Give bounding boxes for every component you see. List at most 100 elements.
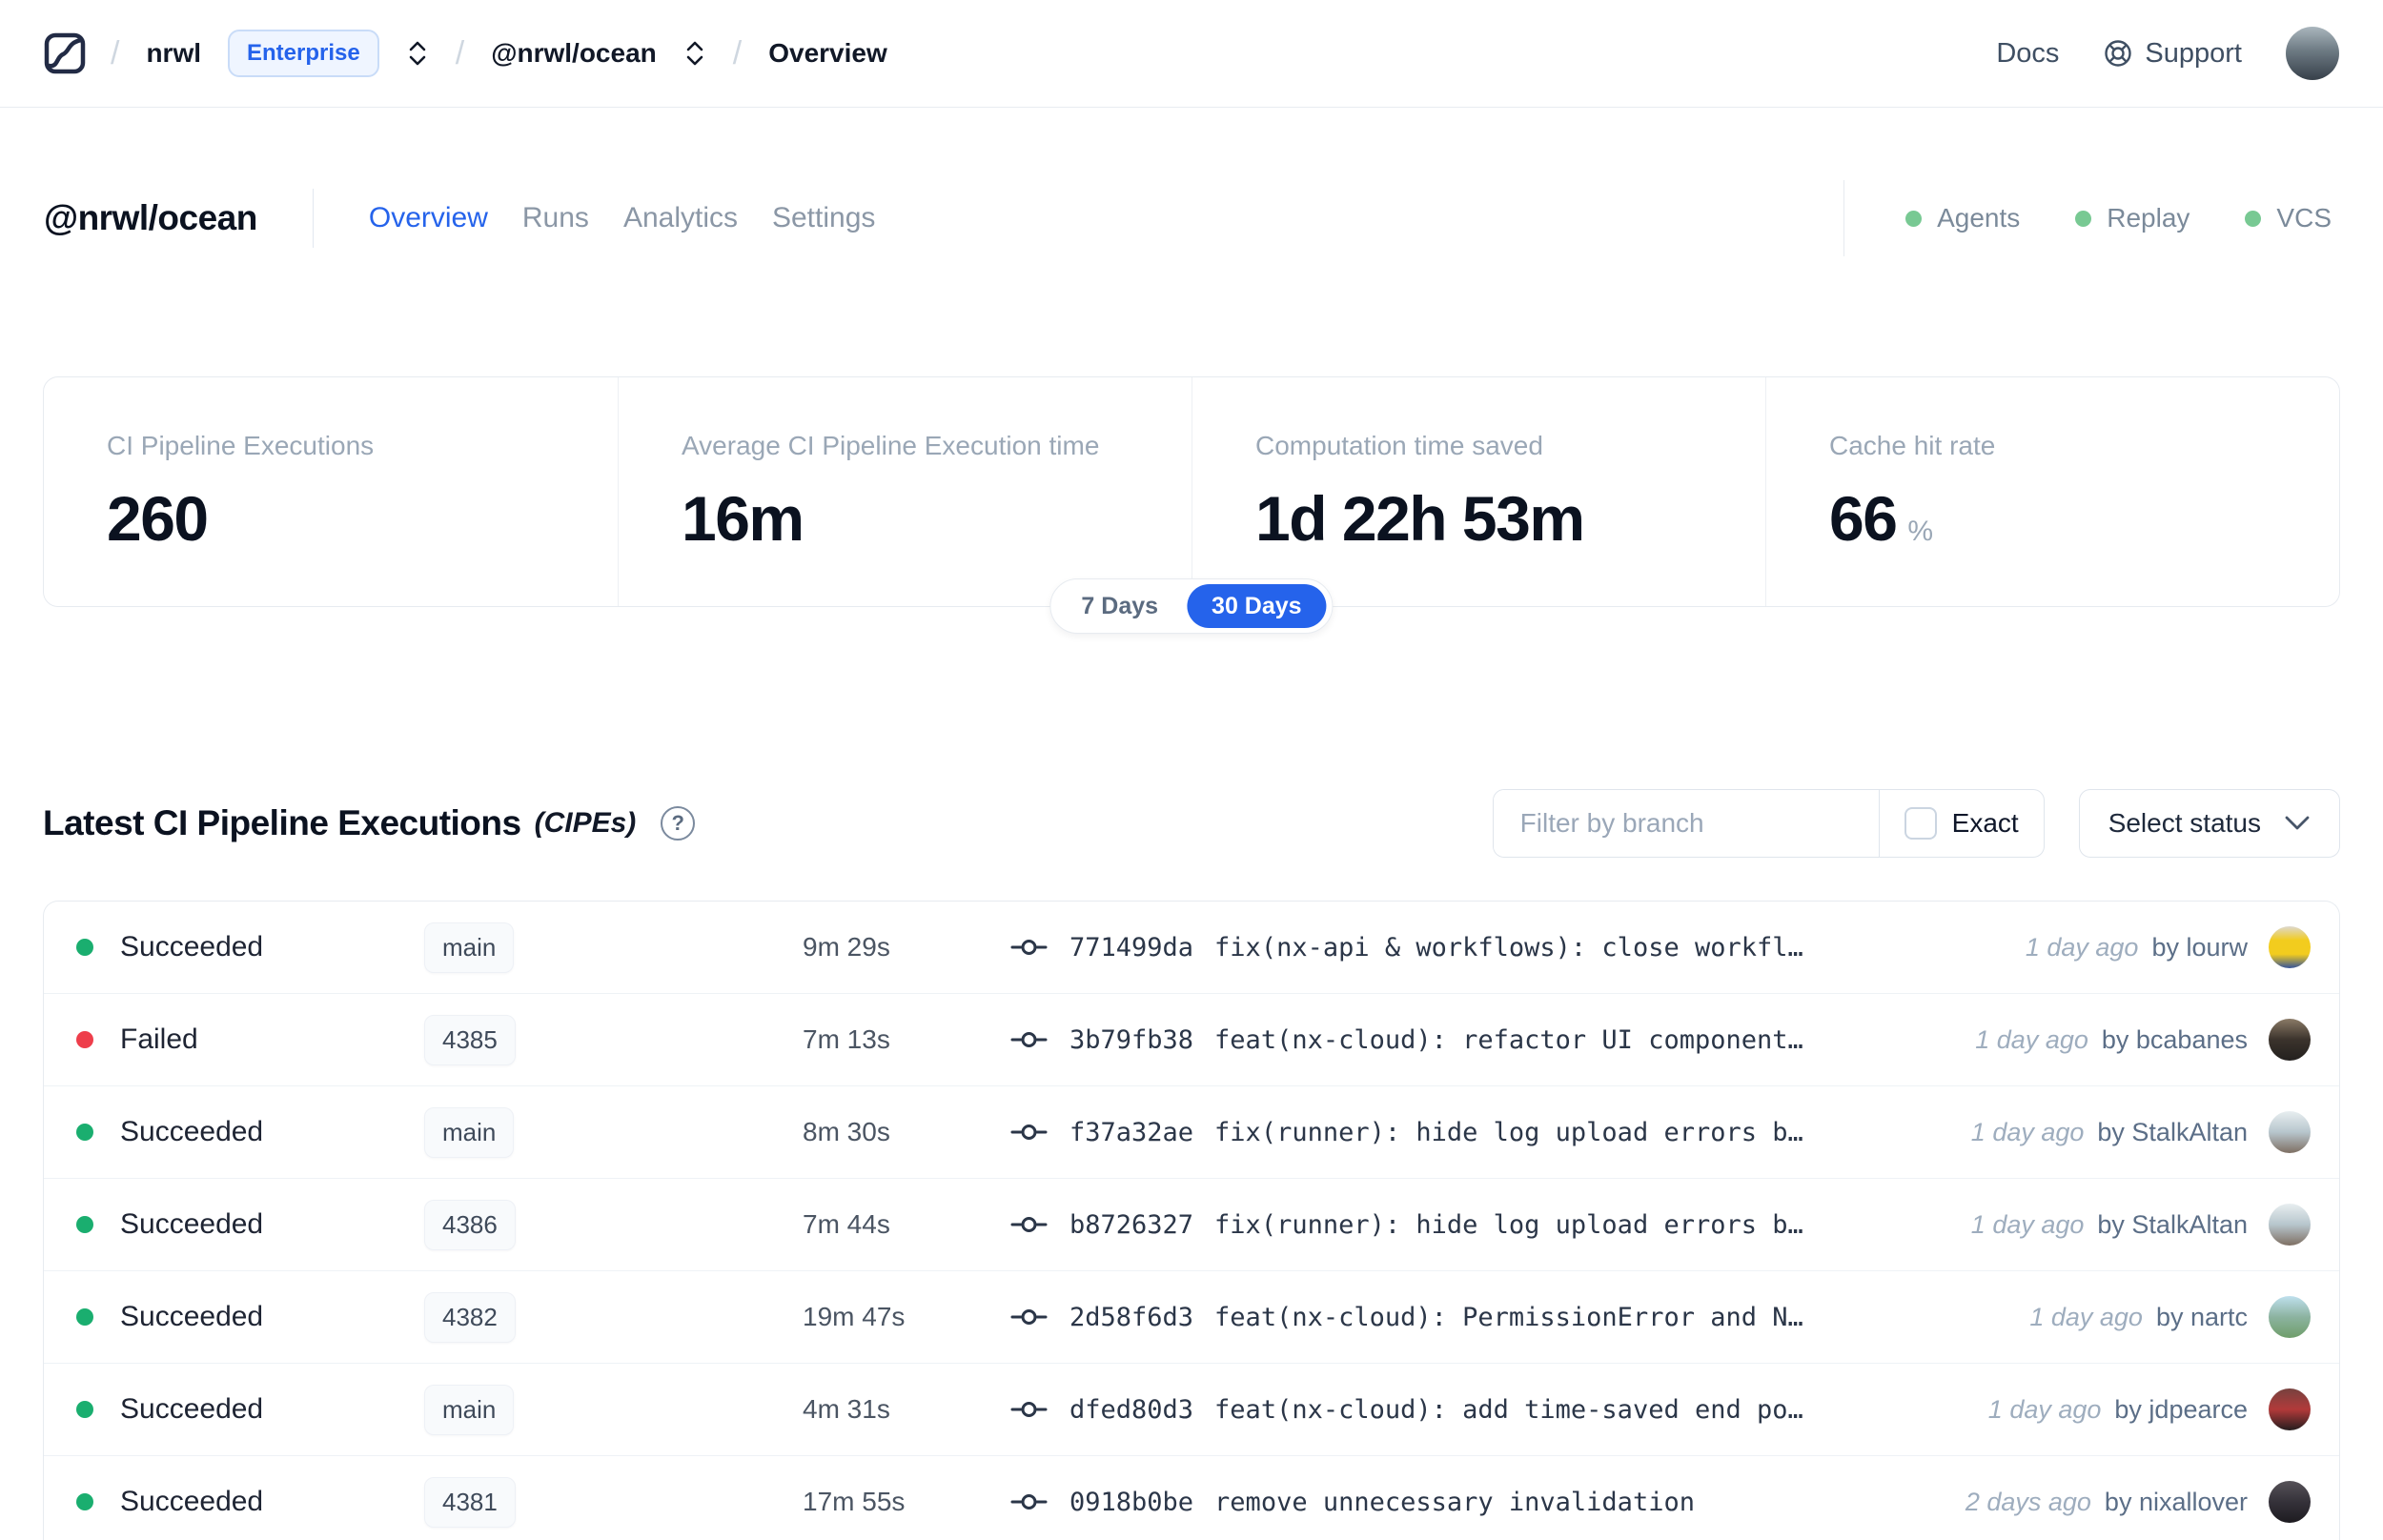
author: by lourw (2151, 932, 2248, 962)
duration: 9m 29s (803, 932, 890, 962)
status-cell: Succeeded (76, 1301, 424, 1333)
commit-message: fix(runner): hide log upload errors b… (1214, 1117, 1803, 1147)
meta-cell: 2 days ago by nixallover (1965, 1481, 2311, 1523)
avatar (2269, 1296, 2311, 1338)
breadcrumb-org[interactable]: nrwl (146, 38, 202, 68)
table-row[interactable]: Succeeded 4381 17m 55s 0918b0be remove u… (44, 1456, 2339, 1540)
user-avatar[interactable] (2286, 27, 2339, 80)
avatar (2269, 1204, 2311, 1246)
stat-card-average-execution-time: Average CI Pipeline Execution time 16m (618, 377, 1192, 606)
nx-cloud-logo-icon[interactable] (44, 32, 86, 74)
stat-label: Cache hit rate (1829, 431, 1996, 460)
tab-settings[interactable]: Settings (771, 202, 876, 233)
git-commit-icon (1010, 1032, 1048, 1047)
avatar (2269, 926, 2311, 968)
table-row[interactable]: Succeeded main 4m 31s dfed80d3 feat(nx-c… (44, 1364, 2339, 1456)
commit-cell: 771499da fix(nx-api & workflows): close … (1010, 933, 2026, 962)
git-commit-icon (1010, 1309, 1048, 1325)
green-status-dot (2075, 210, 2092, 227)
feature-status-vcs: VCS (2245, 203, 2332, 233)
exact-checkbox[interactable] (1904, 807, 1937, 840)
commit-cell: 3b79fb38 feat(nx-cloud): refactor UI com… (1010, 1025, 1975, 1055)
branch-cell: 4385 (424, 1014, 803, 1065)
commit-hash[interactable]: b8726327 (1069, 1209, 1194, 1240)
breadcrumb-workspace[interactable]: @nrwl/ocean (491, 38, 657, 68)
table-row[interactable]: Succeeded main 9m 29s 771499da fix(nx-ap… (44, 902, 2339, 994)
commit-cell: f37a32ae fix(runner): hide log upload er… (1010, 1118, 1971, 1147)
duration: 17m 55s (803, 1487, 906, 1516)
branch-badge: 4386 (424, 1199, 516, 1250)
range-30-days-button[interactable]: 30 Days (1187, 584, 1327, 628)
branch-badge: main (424, 922, 515, 973)
author: by StalkAltan (2097, 1117, 2248, 1146)
commit-cell: b8726327 fix(runner): hide log upload er… (1010, 1210, 1971, 1240)
support-link[interactable]: Support (2103, 38, 2242, 70)
exact-match-segment: Exact (1878, 790, 2044, 857)
meta-cell: 1 day ago by bcabanes (1975, 1019, 2311, 1061)
status-label: Succeeded (120, 1116, 264, 1147)
status-select-label: Select status (2108, 808, 2261, 838)
commit-hash[interactable]: 0918b0be (1069, 1487, 1194, 1517)
tab-analytics[interactable]: Analytics (622, 202, 738, 233)
status-cell: Succeeded (76, 931, 424, 963)
breadcrumb-separator: / (732, 34, 743, 71)
time-ago: 1 day ago (1970, 1209, 2085, 1239)
duration: 19m 47s (803, 1302, 906, 1331)
stat-card-computation-time-saved: Computation time saved 1d 22h 53m (1192, 377, 1765, 606)
time-ago: 1 day ago (1970, 1117, 2085, 1146)
commit-hash[interactable]: 3b79fb38 (1069, 1024, 1194, 1055)
time-ago: 1 day ago (2025, 932, 2139, 962)
status-label: Failed (120, 1023, 198, 1055)
status-cell: Succeeded (76, 1393, 424, 1426)
author: by bcabanes (2101, 1024, 2248, 1054)
exact-label: Exact (1951, 808, 2019, 838)
tab-runs[interactable]: Runs (521, 202, 589, 233)
table-row[interactable]: Failed 4385 7m 13s 3b79fb38 feat(nx-clou… (44, 994, 2339, 1086)
range-7-days-button[interactable]: 7 Days (1056, 584, 1183, 628)
section-subtitle: (CIPEs) (534, 807, 637, 839)
branch-badge: 4381 (424, 1476, 516, 1528)
commit-cell: 2d58f6d3 feat(nx-cloud): PermissionError… (1010, 1303, 2029, 1332)
section-title: Latest CI Pipeline Executions (43, 803, 521, 842)
meta-cell: 1 day ago by StalkAltan (1971, 1204, 2311, 1246)
duration: 7m 44s (803, 1209, 890, 1239)
status-dot (76, 1308, 93, 1326)
table-row[interactable]: Succeeded 4386 7m 44s b8726327 fix(runne… (44, 1179, 2339, 1271)
commit-hash[interactable]: 2d58f6d3 (1069, 1302, 1194, 1332)
status-select-dropdown[interactable]: Select status (2078, 789, 2340, 858)
top-navbar: / nrwl Enterprise / @nrwl/ocean / Overvi… (0, 0, 2383, 108)
tab-overview[interactable]: Overview (368, 202, 488, 233)
commit-hash[interactable]: dfed80d3 (1069, 1394, 1194, 1425)
enterprise-badge[interactable]: Enterprise (228, 30, 379, 77)
table-row[interactable]: Succeeded 4382 19m 47s 2d58f6d3 feat(nx-… (44, 1271, 2339, 1364)
commit-message: feat(nx-cloud): PermissionError and N… (1214, 1302, 1803, 1332)
commit-hash[interactable]: 771499da (1069, 932, 1194, 962)
status-label: Succeeded (120, 1208, 264, 1240)
date-range-toggle: 7 Days 30 Days (1049, 578, 1334, 634)
stat-value: 1d 22h 53m (1255, 483, 1585, 554)
docs-link[interactable]: Docs (1996, 37, 2060, 69)
support-label: Support (2145, 37, 2242, 69)
status-label: Succeeded (120, 1301, 264, 1332)
breadcrumb: / nrwl Enterprise / @nrwl/ocean / Overvi… (111, 30, 887, 77)
help-icon[interactable]: ? (661, 806, 696, 841)
git-commit-icon (1010, 1125, 1048, 1140)
author: by StalkAltan (2097, 1209, 2248, 1239)
duration: 4m 31s (803, 1394, 890, 1424)
workspace-switcher-chevron-icon[interactable] (683, 38, 706, 69)
commit-cell: dfed80d3 feat(nx-cloud): add time-saved … (1010, 1395, 1988, 1425)
meta-cell: 1 day ago by StalkAltan (1971, 1111, 2311, 1153)
status-dot (76, 1493, 93, 1510)
commit-hash[interactable]: f37a32ae (1069, 1117, 1194, 1147)
breadcrumb-page: Overview (768, 38, 887, 68)
meta-cell: 1 day ago by lourw (2026, 926, 2311, 968)
divider (1843, 180, 1845, 256)
workspace-tabs: Overview Runs Analytics Settings (369, 202, 876, 234)
org-switcher-chevron-icon[interactable] (406, 38, 429, 69)
branch-cell: 4381 (424, 1476, 803, 1528)
status-dot (76, 1216, 93, 1233)
branch-badge: 4385 (424, 1014, 516, 1065)
branch-filter-input[interactable] (1493, 790, 1879, 857)
table-row[interactable]: Succeeded main 8m 30s f37a32ae fix(runne… (44, 1086, 2339, 1179)
